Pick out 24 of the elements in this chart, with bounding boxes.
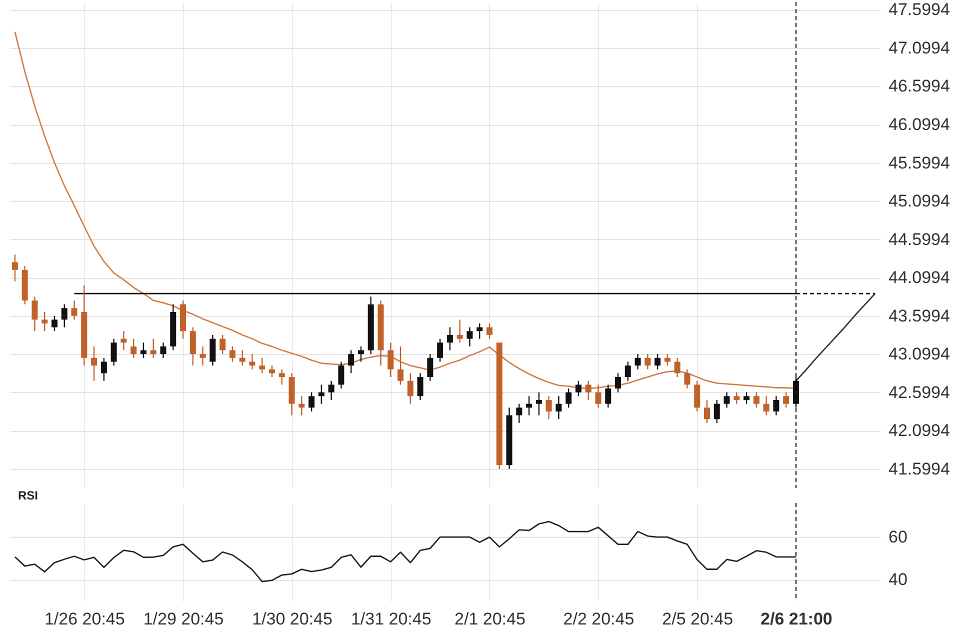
y-tick-label: 45.5994: [888, 153, 950, 172]
y-tick-label: 41.5994: [888, 459, 950, 478]
y-tick-label: 43.5994: [888, 306, 950, 326]
x-tick-label: 2/6 21:00: [760, 610, 832, 628]
x-tick-label: 1/29 20:45: [143, 610, 224, 628]
y-tick-label: 40: [888, 570, 908, 590]
y-tick-label: 47.5994: [888, 0, 950, 20]
x-tick-label: 1/26 20:45: [44, 610, 125, 628]
y-tick-label: 44.0994: [888, 268, 950, 288]
y-tick-label: 46.0994: [888, 115, 950, 134]
x-tick-label: 2/5 20:45: [662, 610, 734, 628]
y-tick-label: 47.0994: [888, 38, 950, 58]
chart-title: RSI: [18, 488, 38, 502]
x-tick-label: 1/31 20:45: [350, 610, 432, 628]
y-tick-label: 44.5994: [888, 230, 950, 249]
y-tick-label: 42.0994: [888, 421, 950, 440]
y-tick-label: 45.0994: [888, 192, 950, 211]
x-tick-label: 1/30 20:45: [252, 610, 332, 628]
y-tick-label: 43.0994: [888, 344, 950, 364]
y-tick-label: 46.5994: [888, 76, 950, 96]
x-tick-label: 2/1 20:45: [454, 610, 526, 628]
x-tick-label: 2/2 20:45: [563, 610, 634, 628]
y-tick-label: 60: [888, 528, 908, 547]
y-tick-label: 42.5994: [888, 382, 950, 402]
